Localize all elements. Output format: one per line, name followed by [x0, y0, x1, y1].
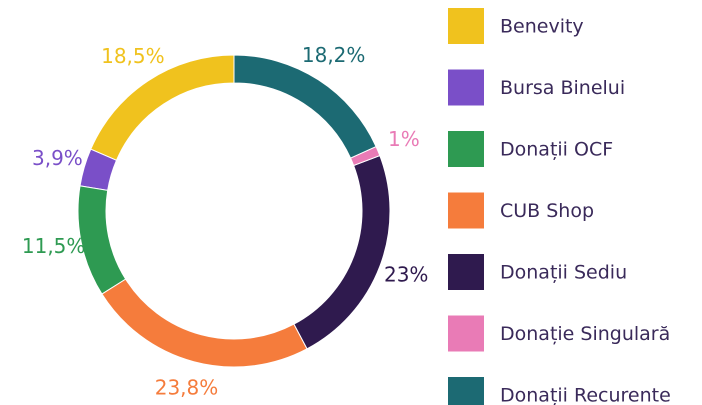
data-label: 18,5% — [101, 44, 165, 68]
legend-label: Donații OCF — [500, 139, 613, 161]
donut-slice — [233, 54, 377, 159]
donut-slice — [349, 145, 381, 167]
data-label: 18,2% — [302, 43, 366, 67]
legend-label: Benevity — [500, 16, 584, 38]
donut-slice — [77, 185, 127, 295]
donut-slice — [90, 54, 235, 161]
legend-swatch — [448, 131, 484, 167]
legend-swatch — [448, 192, 484, 229]
legend-swatch — [448, 69, 484, 106]
legend-swatch — [448, 254, 484, 290]
legend-label: Donații Sediu — [500, 262, 627, 284]
legend-label: CUB Shop — [500, 200, 594, 222]
data-label: 1% — [388, 127, 420, 151]
donut-slice — [101, 278, 308, 368]
legend-label: Bursa Binelui — [500, 77, 625, 99]
data-label: 11,5% — [22, 234, 86, 258]
legend-label: Donații Recurente — [500, 385, 671, 405]
donut-slice — [293, 154, 391, 350]
data-label: 23% — [384, 262, 428, 286]
legend-swatch — [448, 377, 484, 405]
data-label: 3,9% — [32, 146, 83, 170]
legend-label: Donație Singulară — [500, 323, 670, 345]
legend-swatch — [448, 315, 484, 352]
donut-slice — [79, 148, 118, 191]
legend-swatch — [448, 8, 484, 44]
data-label: 23,8% — [155, 375, 219, 399]
